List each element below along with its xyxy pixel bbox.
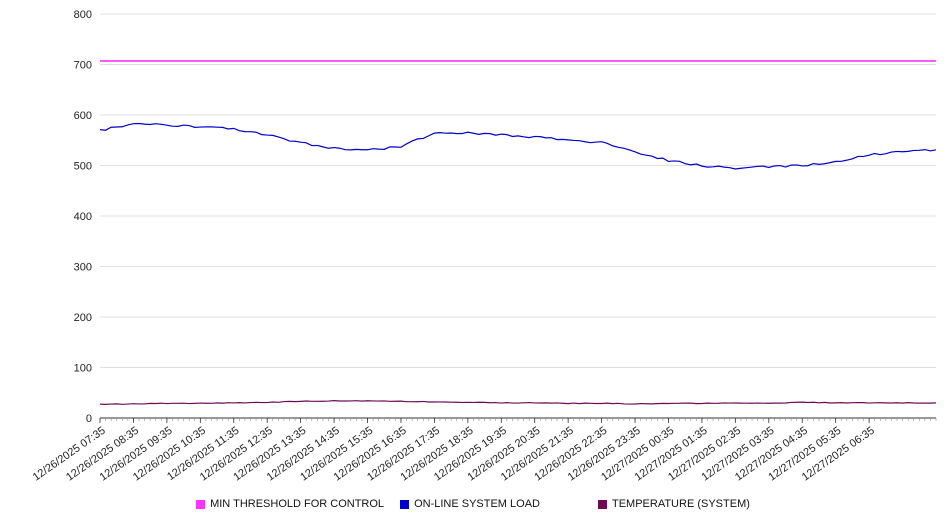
legend-item-system-load[interactable]: ON-LINE SYSTEM LOAD [400,498,540,510]
svg-text:600: 600 [74,110,92,122]
svg-text:700: 700 [74,60,92,72]
svg-text:500: 500 [74,161,92,173]
legend-swatch-system-load [400,499,410,509]
svg-text:800: 800 [74,9,92,21]
svg-text:100: 100 [74,363,92,375]
svg-text:300: 300 [74,262,92,274]
legend-swatch-min-threshold [196,499,206,509]
svg-text:0: 0 [86,413,92,425]
svg-text:200: 200 [74,312,92,324]
chart-legend: MIN THRESHOLD FOR CONTROL ON-LINE SYSTEM… [0,498,946,510]
legend-swatch-temperature [597,499,607,509]
legend-label-temperature: TEMPERATURE (SYSTEM) [611,498,750,510]
legend-item-temperature[interactable]: TEMPERATURE (SYSTEM) [597,498,750,510]
svg-text:400: 400 [74,211,92,223]
legend-item-min-threshold[interactable]: MIN THRESHOLD FOR CONTROL [196,498,384,510]
legend-label-system-load: ON-LINE SYSTEM LOAD [414,498,540,510]
legend-label-min-threshold: MIN THRESHOLD FOR CONTROL [210,498,385,510]
